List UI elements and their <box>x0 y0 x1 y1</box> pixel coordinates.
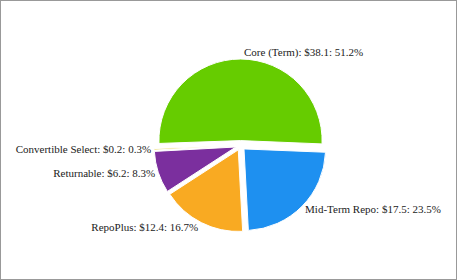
svg-text:Mid-Term Repo: $17.5: 23.5%: Mid-Term Repo: $17.5: 23.5% <box>305 203 441 215</box>
svg-text:Core (Term): $38.1: 51.2%: Core (Term): $38.1: 51.2% <box>244 46 363 59</box>
svg-text:Returnable: $6.2: 8.3%: Returnable: $6.2: 8.3% <box>53 167 155 179</box>
svg-text:RepoPlus: $12.4: 16.7%: RepoPlus: $12.4: 16.7% <box>91 221 198 233</box>
svg-text:Convertible Select: $0.2: 0.3%: Convertible Select: $0.2: 0.3% <box>16 143 151 155</box>
